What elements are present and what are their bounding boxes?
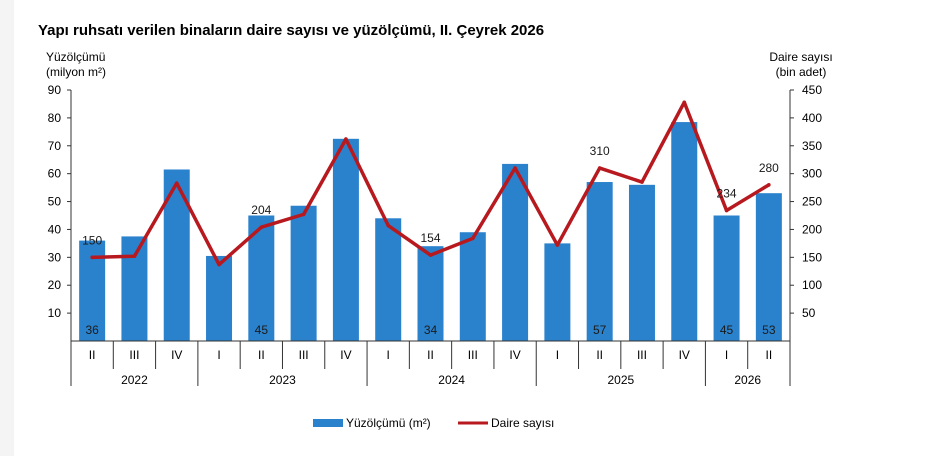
right-tick-label: 150 <box>802 250 822 264</box>
legend: Yüzölçümü (m²) Daire sayısı <box>313 416 554 430</box>
bar <box>544 243 571 341</box>
year-label: 2026 <box>734 373 761 387</box>
line-point <box>767 183 771 187</box>
line-data-label: 204 <box>251 203 271 217</box>
bar <box>121 236 148 341</box>
line-point <box>217 262 221 267</box>
category-label: II <box>89 348 96 362</box>
right-tick-label: 450 <box>802 83 822 97</box>
category-label: I <box>217 348 220 362</box>
line-point <box>428 253 433 257</box>
category-label: III <box>129 348 139 362</box>
right-tick-label: 100 <box>802 278 822 292</box>
line-point <box>640 180 644 184</box>
year-label: 2025 <box>607 373 634 387</box>
category-label: I <box>387 348 390 362</box>
line-point <box>513 166 517 170</box>
category-label: III <box>637 348 647 362</box>
category-label: II <box>427 348 434 362</box>
line-data-label: 154 <box>420 231 440 245</box>
line-point <box>555 243 560 247</box>
right-axis-title-line2: (bin adet) <box>776 65 827 79</box>
line-point <box>682 100 687 105</box>
line-point <box>259 225 264 230</box>
category-label: III <box>299 348 309 362</box>
right-tick-label: 350 <box>802 139 822 153</box>
left-tick-label: 10 <box>48 306 62 320</box>
line-point <box>597 166 602 170</box>
bar-data-label: 53 <box>762 323 776 337</box>
legend-line-label: Daire sayısı <box>491 416 554 430</box>
line-data-label: 280 <box>759 161 779 175</box>
line-point <box>344 137 348 141</box>
bar <box>502 163 529 341</box>
category-label: I <box>556 348 559 362</box>
right-axis-title-line1: Daire sayısı <box>769 50 832 64</box>
category-label: II <box>596 348 603 362</box>
left-tick-label: 30 <box>48 250 62 264</box>
bar-data-label: 57 <box>593 323 607 337</box>
bar-data-label: 36 <box>85 323 99 337</box>
right-tick-label: 300 <box>802 167 822 181</box>
category-label: III <box>468 348 478 362</box>
left-tick-label: 70 <box>48 139 62 153</box>
line-point <box>90 255 94 260</box>
bar-data-label: 45 <box>720 323 734 337</box>
left-tick-label: 80 <box>48 111 62 125</box>
legend-bar-swatch <box>313 419 343 427</box>
bar <box>375 218 402 341</box>
left-tick-label: 40 <box>48 222 62 236</box>
bar-data-label: 34 <box>424 323 438 337</box>
bar <box>755 193 782 341</box>
bar <box>586 182 613 341</box>
category-label: IV <box>679 348 690 362</box>
category-label: IV <box>340 348 351 362</box>
right-tick-label: 400 <box>802 111 822 125</box>
legend-bar-label: Yüzölçümü (m²) <box>346 416 431 430</box>
bar-data-label: 45 <box>255 323 269 337</box>
line-data-label: 150 <box>82 233 102 247</box>
category-label: I <box>725 348 728 362</box>
line-point <box>132 254 137 259</box>
line-point <box>470 236 475 241</box>
bar <box>163 169 190 341</box>
bar <box>459 232 486 341</box>
category-label: IV <box>509 348 520 362</box>
category-label: IV <box>171 348 182 362</box>
left-tick-label: 50 <box>48 195 62 209</box>
bar <box>206 255 233 341</box>
chart-title: Yapı ruhsatı verilen binaların daire say… <box>38 22 545 39</box>
left-tick-label: 90 <box>48 83 62 97</box>
line-point <box>301 212 306 217</box>
bar <box>417 246 444 341</box>
bar <box>628 184 655 341</box>
left-axis-title-line2: (milyon m²) <box>46 65 106 79</box>
line-point <box>724 208 729 213</box>
line-data-label: 234 <box>717 186 737 200</box>
year-label: 2023 <box>269 373 296 387</box>
left-tick-label: 20 <box>48 278 62 292</box>
category-label: II <box>258 348 265 362</box>
right-tick-label: 50 <box>802 306 816 320</box>
line-data-label: 310 <box>590 144 610 158</box>
right-tick-label: 200 <box>802 222 822 236</box>
year-label: 2024 <box>438 373 465 387</box>
bar <box>332 138 359 341</box>
line-point <box>386 223 391 228</box>
bar <box>671 122 698 341</box>
bar <box>290 205 317 341</box>
left-axis-title-line1: Yüzölçümü <box>46 50 105 64</box>
chart-marks: 10 20 30 40 50 60 70 80 90 50 100 150 200 250 300 350 40… <box>48 83 823 387</box>
right-tick-label: 250 <box>802 195 822 209</box>
left-tick-label: 60 <box>48 167 62 181</box>
bar <box>713 215 740 341</box>
category-label: II <box>766 348 773 362</box>
line-point <box>174 181 179 185</box>
year-label: 2022 <box>121 373 148 387</box>
